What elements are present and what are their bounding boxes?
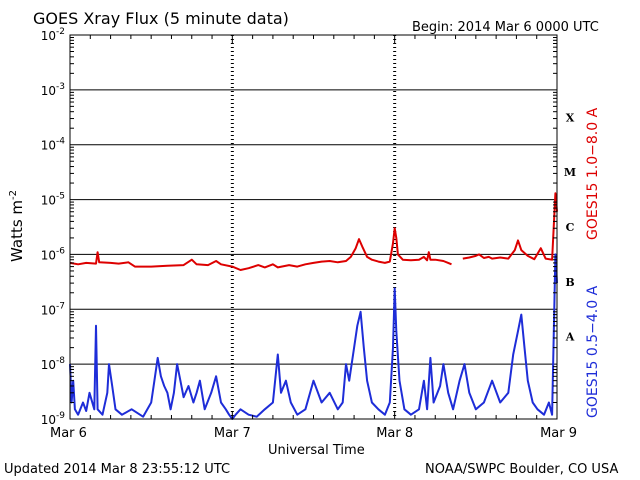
x-tick-label: Mar 9 — [540, 426, 577, 441]
y-tick-label: 10-7 — [41, 301, 65, 317]
flare-class-label: B — [565, 276, 574, 289]
y-tick-label: 10-5 — [41, 192, 65, 208]
x-tick-label: Mar 8 — [376, 426, 413, 441]
y-tick-label: 10-9 — [41, 411, 66, 427]
data-source: NOAA/SWPC Boulder, CO USA — [425, 462, 618, 477]
flare-class-label: A — [565, 331, 575, 344]
y-tick-label: 10-2 — [41, 27, 65, 43]
y-tick-label: 10-6 — [41, 246, 66, 262]
updated-timestamp: Updated 2014 Mar 8 23:55:12 UTC — [4, 462, 230, 477]
chart-title: GOES Xray Flux (5 minute data) — [33, 9, 289, 28]
y-tick-label: 10-8 — [41, 356, 66, 372]
series-layer — [69, 192, 558, 420]
flare-class-label: M — [564, 166, 576, 179]
flare-class-label: X — [566, 111, 575, 124]
y-tick-label: 10-4 — [41, 137, 66, 153]
x-axis-title: Universal Time — [268, 443, 365, 458]
begin-time: Begin: 2014 Mar 6 0000 UTC — [412, 20, 599, 35]
series-line-long — [69, 192, 558, 271]
series-line-short — [69, 253, 558, 420]
plot-frame — [69, 34, 558, 420]
x-tick-label: Mar 7 — [214, 426, 251, 441]
x-tick-label: Mar 6 — [50, 426, 87, 441]
y-axis-title: Watts m-2 — [8, 190, 26, 262]
grid-layer — [70, 34, 557, 420]
legend-short-channel: GOES15 0.5−4.0 A — [585, 285, 601, 418]
y-tick-label: 10-3 — [41, 82, 65, 98]
legend-long-channel: GOES15 1.0−8.0 A — [585, 107, 601, 240]
flare-class-label: C — [566, 221, 575, 234]
